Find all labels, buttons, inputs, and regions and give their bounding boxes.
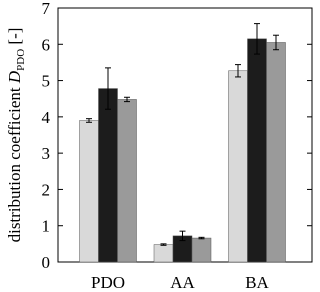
y-tick-label: 0 (42, 253, 51, 272)
x-tick-label: AA (170, 273, 195, 292)
error-bar (254, 23, 260, 55)
error-bar (235, 64, 241, 78)
bar (247, 38, 267, 263)
bar (117, 99, 137, 263)
bar (191, 237, 212, 263)
error-bar (124, 96, 130, 103)
error-bar (105, 67, 111, 110)
error-bar (86, 118, 92, 123)
bar (228, 70, 248, 263)
y-label-subscript: PDO (15, 49, 27, 71)
y-tick-label: 4 (42, 108, 51, 127)
bar (153, 244, 174, 263)
y-tick-label: 5 (42, 72, 51, 91)
error-bar (179, 230, 186, 242)
y-tick-label: 7 (42, 0, 51, 18)
y-label-unit: [-] (5, 28, 24, 45)
bar (266, 42, 286, 263)
error-bar (273, 34, 279, 51)
bar (79, 120, 99, 263)
error-bar (160, 243, 167, 246)
y-tick-label: 1 (42, 217, 51, 236)
y-label-text: distribution coefficient (5, 87, 24, 242)
y-tick-label: 3 (42, 144, 51, 163)
y-axis-label: distribution coefficient DPDO [-] (5, 28, 28, 243)
bar (98, 88, 118, 263)
y-tick-label: 6 (42, 35, 51, 54)
y-tick-label: 2 (42, 180, 51, 199)
y-label-symbol: D (5, 70, 24, 84)
error-bar (198, 236, 205, 240)
x-tick-label: PDO (91, 273, 125, 292)
x-tick-label: BA (245, 273, 269, 292)
